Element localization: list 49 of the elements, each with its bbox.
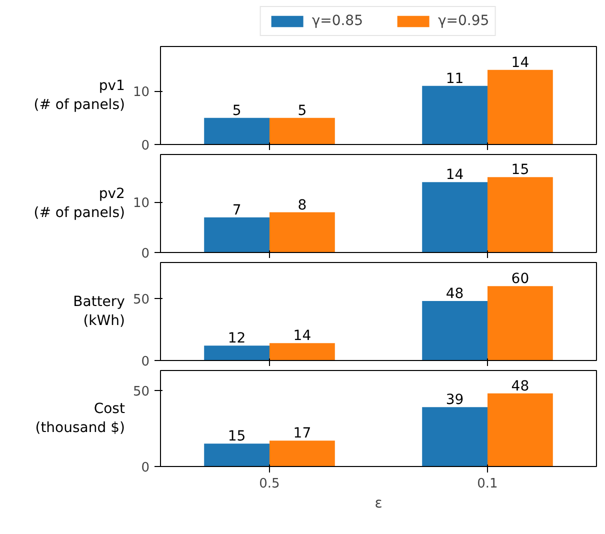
y-tick-label: 50 <box>132 292 150 308</box>
bar <box>422 86 488 144</box>
y-tick-label: 0 <box>141 246 150 262</box>
bar <box>422 300 488 360</box>
data-label: 60 <box>511 271 530 288</box>
bar <box>204 346 270 360</box>
bar <box>422 182 488 252</box>
legend-label: γ=0.95 <box>438 13 490 29</box>
data-label: 5 <box>232 102 242 119</box>
bar <box>488 177 553 252</box>
y-tick-label: 50 <box>132 384 150 400</box>
data-label: 8 <box>298 197 307 214</box>
data-label: 7 <box>232 202 242 218</box>
bar <box>270 343 335 360</box>
y-axis-title: Cost (thousand $) <box>35 400 126 436</box>
data-label: 11 <box>446 70 464 87</box>
y-tick-label: 0 <box>141 354 150 370</box>
bar <box>204 118 270 144</box>
bar <box>270 118 335 144</box>
data-label: 14 <box>293 328 312 344</box>
data-label: 48 <box>511 378 530 394</box>
data-label: 14 <box>511 54 530 71</box>
bar <box>488 286 553 360</box>
x-tick-label: 0.5 <box>259 476 280 492</box>
data-label: 48 <box>446 286 464 302</box>
bar <box>270 212 335 252</box>
y-axis-title: Battery (kWh) <box>73 294 125 330</box>
data-label: 39 <box>446 392 464 408</box>
data-label: 5 <box>298 102 307 119</box>
bar <box>204 444 270 466</box>
y-tick-label: 0 <box>141 138 150 154</box>
data-label: 12 <box>228 330 246 347</box>
bar <box>270 440 335 466</box>
data-label: 17 <box>293 426 312 442</box>
data-label: 14 <box>446 167 464 184</box>
y-axis-title: pv2 (# of panels) <box>34 186 125 222</box>
legend-label: γ=0.85 <box>312 13 363 29</box>
x-axis-title: ε <box>374 496 382 512</box>
y-tick-label: 0 <box>141 460 150 476</box>
bar <box>422 407 488 466</box>
y-axis-title: pv1 (# of panels) <box>34 78 125 114</box>
y-tick-label: 10 <box>132 196 150 212</box>
bar <box>488 70 553 144</box>
bar <box>488 393 553 466</box>
data-label: 15 <box>228 428 246 445</box>
bar <box>204 217 270 252</box>
y-tick-label: 10 <box>132 85 150 100</box>
x-tick-label: 0.1 <box>477 476 498 492</box>
data-label: 15 <box>511 162 530 178</box>
